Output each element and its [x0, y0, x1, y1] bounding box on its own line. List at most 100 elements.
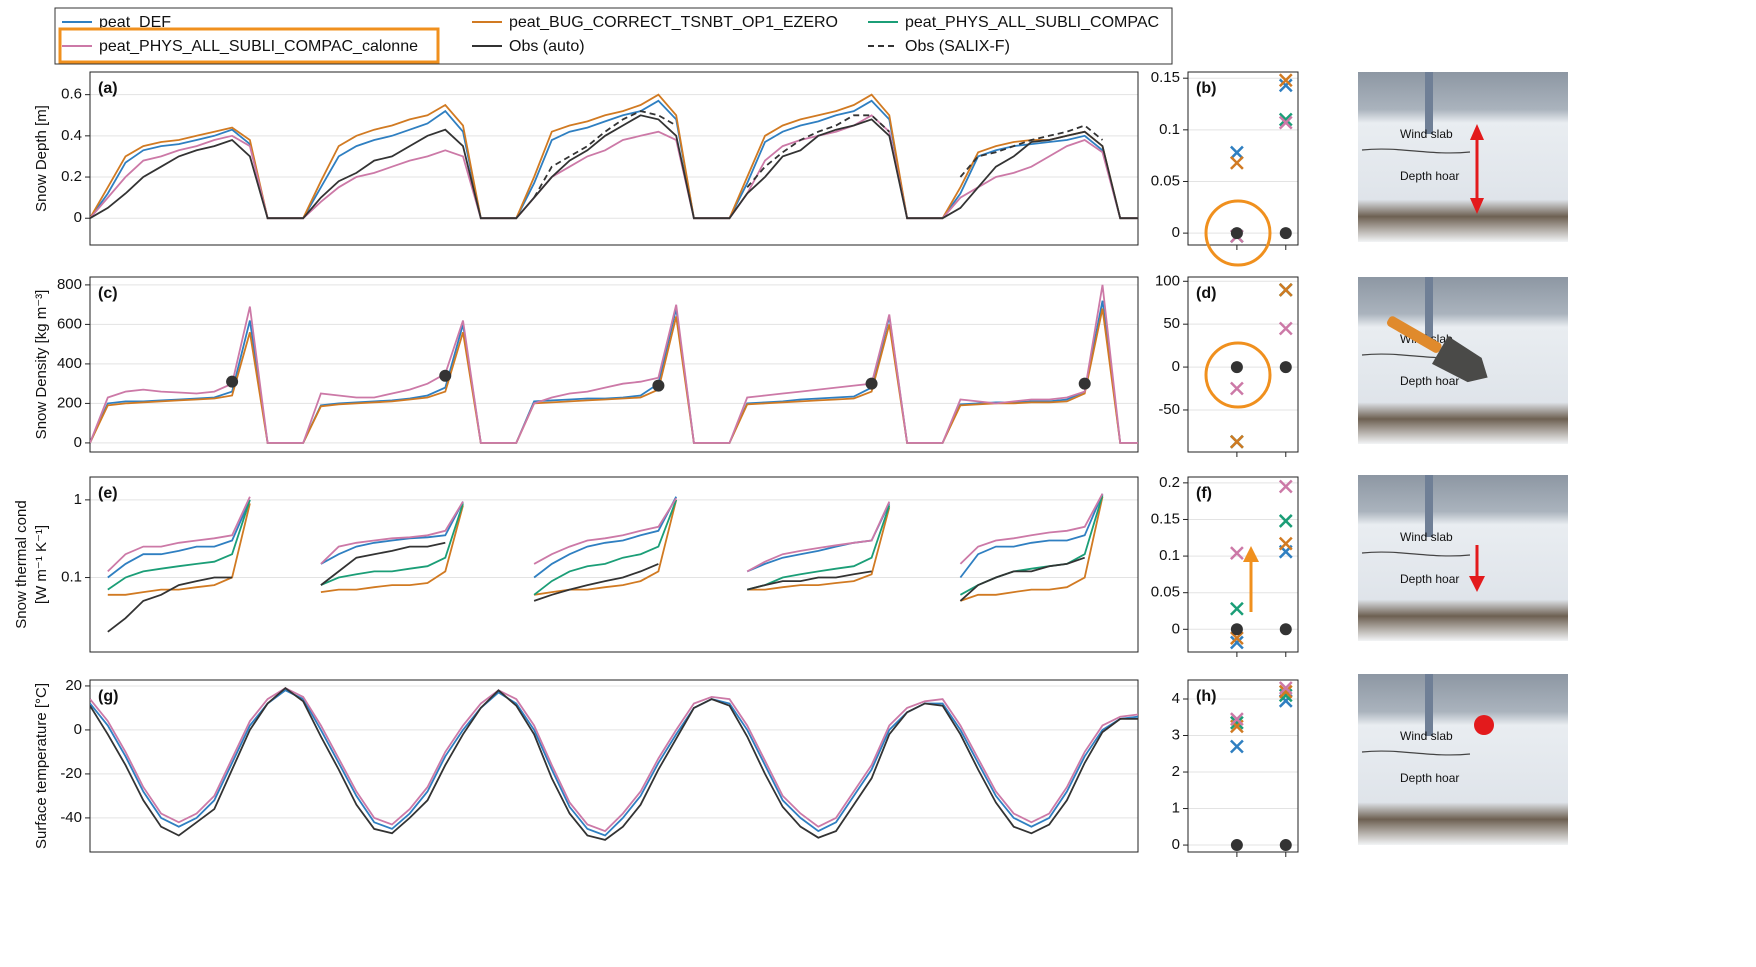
point: [1278, 479, 1293, 494]
legend: peat_DEF peat_BUG_CORRECT_TSNBT_OP1_EZERO…: [62, 14, 1159, 55]
point: [1078, 377, 1091, 390]
photo-label: Depth hoar: [1400, 771, 1459, 785]
legend-highlight: [58, 27, 440, 64]
snow-photo: Wind slab Depth hoar: [1358, 674, 1568, 845]
plot-frame: [1187, 476, 1299, 653]
y-tick-label: -20: [60, 765, 82, 782]
y-tick-label: 0: [1172, 224, 1180, 241]
legend-label: peat_BUG_CORRECT_TSNBT_OP1_EZERO: [509, 14, 838, 31]
point: [1230, 712, 1244, 726]
y-tick-label: 600: [57, 315, 82, 332]
point: [1278, 321, 1293, 336]
series-line: [90, 114, 1138, 220]
trend-arrow: [1243, 546, 1259, 612]
y-tick-label: 0.2: [1159, 474, 1180, 491]
y-tick-label: 0: [74, 209, 82, 226]
point: [1230, 739, 1244, 754]
plot-frame: [89, 476, 1139, 653]
y-tick-label: 0.2: [61, 168, 82, 185]
point: [652, 379, 665, 392]
point: [439, 369, 452, 382]
y-tick-label: 1: [74, 491, 82, 508]
y-axis-label: Surface temperature [°C]: [33, 683, 50, 849]
y-tick-label: 0: [1172, 620, 1180, 637]
series-line: [90, 686, 1138, 841]
panel-label: (c): [98, 285, 118, 302]
photo-background: [1358, 475, 1568, 641]
y-tick-label: 0.4: [61, 127, 82, 144]
plot-frame: [89, 679, 1139, 853]
point: [1230, 631, 1244, 645]
y-tick-label: 3: [1172, 726, 1180, 743]
snow-photo: Wind slab Depth hoar: [1358, 72, 1568, 242]
highlight-circle: [1204, 341, 1272, 409]
legend-label: peat_DEF: [99, 14, 171, 31]
panel-label: (d): [1196, 285, 1216, 302]
photo-background: [1358, 674, 1568, 845]
point: [1230, 839, 1243, 852]
y-tick-label: 2: [1172, 763, 1180, 780]
photo-label: Depth hoar: [1400, 169, 1459, 183]
point: [1230, 381, 1244, 396]
point: [1230, 715, 1244, 730]
panel: -40 -20 0 20 (g) Surface temperature [°C]: [33, 677, 1139, 853]
legend-label: peat_PHYS_ALL_SUBLI_COMPAC_calonne: [99, 38, 418, 55]
y-tick-label: 0: [1172, 358, 1180, 375]
point: [1230, 546, 1244, 561]
y-tick-label: 0.6: [61, 86, 82, 103]
panel-label: (e): [98, 485, 118, 502]
panel-label: (h): [1196, 688, 1216, 705]
point: [226, 375, 239, 388]
photo-pole: [1425, 475, 1433, 537]
photo-pole: [1425, 277, 1433, 339]
point: [1278, 514, 1293, 528]
photo-pole: [1425, 674, 1433, 736]
point: [1230, 434, 1244, 449]
panels: 0 0.2 0.4 0.6 (a) Snow Depth [m] 0 0.05 0.1 0.15 (…: [13, 69, 1299, 857]
y-tick-label: 100: [1155, 272, 1180, 289]
y-axis-label: [W m⁻¹ K⁻¹]: [33, 525, 50, 604]
point: [1230, 635, 1244, 650]
series-line: [107, 494, 1104, 596]
point: [1278, 73, 1293, 88]
point: [1230, 361, 1243, 374]
point: [1230, 156, 1244, 170]
point: [1279, 361, 1292, 374]
legend-box: [54, 7, 1173, 65]
y-tick-label: 1: [1172, 800, 1180, 817]
y-tick-label: 400: [57, 355, 82, 372]
legend-label: peat_PHYS_ALL_SUBLI_COMPAC: [905, 14, 1159, 31]
layer-line: [1361, 148, 1471, 154]
series-line: [107, 493, 1104, 579]
panel: 0 0.05 0.1 0.15 (b): [1151, 69, 1299, 250]
layer-line: [1361, 750, 1471, 756]
point: [1278, 684, 1293, 699]
y-axis-label: Snow thermal cond: [13, 500, 30, 628]
point: [1230, 145, 1244, 160]
y-tick-label: 200: [57, 394, 82, 411]
plot-frame: [89, 276, 1139, 453]
panel-label: (a): [98, 80, 118, 97]
series-line: [533, 110, 1104, 199]
y-axis-label: Snow Density [kg m⁻³]: [33, 290, 50, 440]
point: [1278, 112, 1293, 127]
photo-label: Depth hoar: [1400, 374, 1459, 388]
y-axis-label: Snow Depth [m]: [33, 105, 50, 212]
series-line: [107, 541, 1085, 633]
point: [1279, 839, 1292, 852]
y-tick-label: 0.15: [1151, 510, 1180, 527]
photo-label: Wind slab: [1400, 729, 1453, 743]
y-tick-label: -50: [1158, 401, 1180, 418]
y-tick-label: 0: [1172, 836, 1180, 853]
point: [1230, 227, 1243, 240]
point: [865, 377, 878, 390]
plot-frame: [1187, 276, 1299, 453]
panel-label: (f): [1196, 485, 1212, 502]
highlight-circle: [1204, 199, 1272, 267]
series-line: [90, 99, 1138, 220]
point: [1230, 601, 1244, 616]
panel: -50 0 50 100 (d): [1155, 272, 1299, 457]
y-tick-label: 0.15: [1151, 69, 1180, 86]
snow-photo: Wind slab Depth hoar: [1358, 475, 1568, 641]
